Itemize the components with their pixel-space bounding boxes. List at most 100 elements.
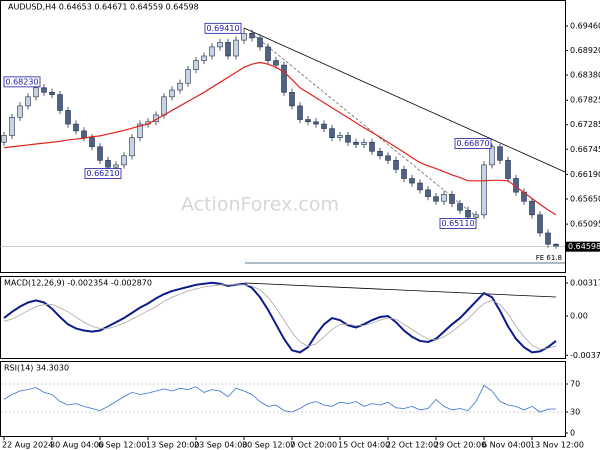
x-tick-label: 23 Sep 04:00 [194, 441, 247, 450]
y-tick-label: 0.67825 [570, 96, 600, 105]
candle-body [193, 60, 199, 70]
annotation-box [84, 168, 122, 179]
candle-body [249, 33, 255, 39]
candle-body [113, 164, 119, 168]
candle-body [177, 82, 183, 91]
candle-body [401, 169, 407, 179]
candle-body [97, 146, 103, 161]
candle-body [353, 141, 359, 145]
candle-body [537, 214, 543, 234]
annotation-box [204, 22, 242, 34]
y-tick-label: 0.65095 [570, 220, 600, 229]
projection-line [254, 35, 479, 219]
y-tick-label: -0.00378 [570, 351, 600, 360]
candle-body [369, 141, 375, 152]
macd-title: MACD(12,26,9) -0.002354 -0.002870 [4, 279, 152, 288]
annotation-box [3, 76, 41, 88]
candle-body [497, 146, 503, 161]
candle-body [169, 89, 175, 98]
candle-body [129, 137, 135, 157]
candle-body [289, 92, 295, 107]
price-pane [0, 0, 566, 273]
annotation-label: 0.66210 [86, 169, 119, 178]
rsi-line [3, 384, 557, 413]
candle-body [337, 135, 343, 138]
candle-body [457, 203, 463, 211]
last-price-label: 0.64598 [568, 242, 600, 251]
macd-line [3, 281, 557, 354]
y-tick-label: 0.65650 [570, 194, 600, 203]
x-tick-label: 13 Sep 20:00 [146, 441, 199, 450]
annotation-box [454, 138, 492, 149]
x-tick-label: 6 Nov 04:00 [482, 441, 531, 450]
candle-body [281, 64, 287, 93]
x-tick-label: 29 Oct 20:00 [434, 441, 486, 450]
candle-body [425, 189, 431, 197]
last-price-box [566, 241, 600, 252]
candle-body [73, 123, 79, 132]
candle-body [233, 39, 239, 57]
candle-body [105, 160, 111, 168]
candle-body [9, 116, 15, 136]
macd-trendline [244, 282, 557, 298]
x-tick-label: 30 Sep 12:00 [242, 441, 295, 450]
candle-body [89, 137, 95, 148]
y-tick-label: 0.00 [570, 311, 588, 320]
y-tick-label: 0.69460 [570, 22, 600, 31]
candle-body [265, 46, 271, 61]
x-tick-label: 22 Aug 2024 [2, 441, 53, 450]
price-title: AUDUSD,H4 0.64653 0.64671 0.64559 0.6459… [8, 3, 199, 12]
y-tick-label: 0.66745 [570, 145, 600, 154]
candle-body [393, 160, 399, 170]
y-tick-label: 0.003175 [570, 278, 600, 287]
x-tick-label: 22 Oct 12:00 [386, 441, 438, 450]
candle-body [217, 42, 223, 48]
candle-body [489, 146, 495, 166]
candle-body [529, 200, 535, 216]
annotation-label: 0.66870 [456, 139, 489, 148]
candle-body [161, 96, 167, 116]
candle-body [241, 33, 247, 41]
candle-body [33, 87, 39, 98]
candle-body [81, 130, 87, 138]
candle-body [41, 87, 47, 93]
candle-body [297, 105, 303, 120]
x-tick-label: 7 Oct 20:00 [290, 441, 337, 450]
candle-body [57, 94, 63, 111]
candle-body [185, 69, 191, 84]
candle-body [361, 141, 367, 145]
candle-body [417, 182, 423, 191]
annotation-box [439, 218, 477, 229]
rsi-pane [0, 361, 566, 437]
candle-body [305, 119, 311, 123]
candle-body [225, 42, 231, 57]
fe-label: FE 61.8 [536, 254, 562, 262]
candle-body [505, 160, 511, 179]
y-tick-label: 70 [570, 380, 580, 389]
moving-average [3, 61, 557, 216]
candle-body [473, 214, 479, 218]
y-tick-label: 30 [570, 408, 580, 417]
x-tick-label: 6 Sep 12:00 [98, 441, 146, 450]
candle-body [465, 209, 471, 218]
candle-body [65, 110, 71, 125]
rsi-title: RSI(14) 34.3030 [4, 364, 69, 373]
y-tick-label: 0.68380 [570, 71, 600, 80]
candle-body [209, 46, 215, 57]
candle-body [273, 60, 279, 66]
y-tick-label: 0.68920 [570, 46, 600, 55]
candle-body [313, 121, 319, 125]
y-tick-label: 0.66190 [570, 170, 600, 179]
candle-body [257, 37, 263, 48]
annotation-label: 0.65110 [441, 219, 474, 228]
candle-body [1, 135, 7, 143]
candle-body [17, 105, 23, 118]
macd-pane [0, 276, 566, 359]
candle-body [329, 128, 335, 138]
trendline [243, 27, 566, 173]
candle-body [121, 155, 127, 166]
candle-body [385, 155, 391, 161]
candle-body [321, 123, 327, 129]
